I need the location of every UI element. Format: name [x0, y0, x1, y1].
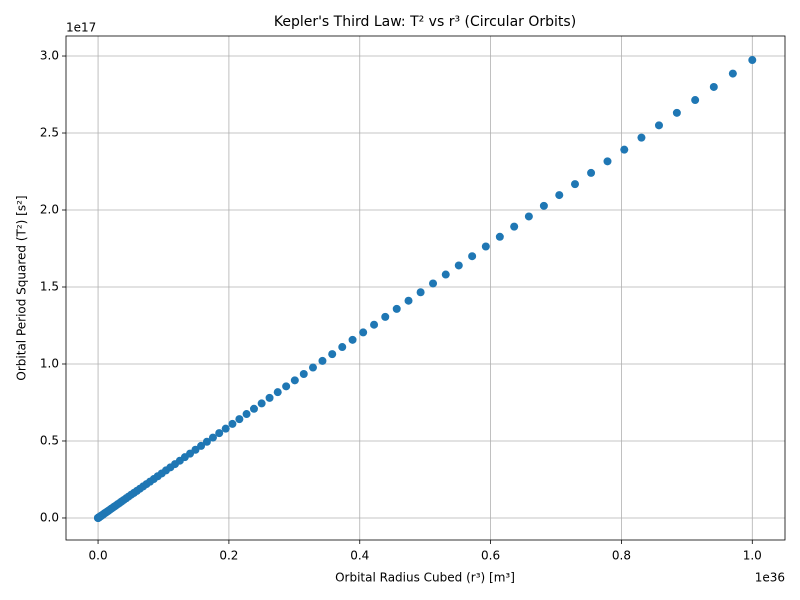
- point: [441, 270, 450, 279]
- y-offset-label: 1e17: [66, 21, 96, 35]
- point: [338, 343, 347, 352]
- point: [208, 433, 217, 442]
- point: [481, 242, 490, 251]
- point: [265, 393, 274, 402]
- y-tick-label: 3.0: [40, 49, 59, 63]
- y-tick-label: 0.5: [40, 433, 59, 447]
- point: [454, 261, 463, 270]
- point: [510, 222, 519, 231]
- x-tick-label: 0.4: [350, 549, 369, 563]
- point: [215, 429, 224, 438]
- point: [748, 56, 757, 65]
- y-axis-label: Orbital Period Squared (T²) [s²]: [15, 195, 29, 380]
- point: [539, 201, 548, 210]
- point: [603, 157, 612, 166]
- point: [404, 296, 413, 305]
- point: [429, 279, 438, 288]
- y-tick-label: 1.5: [40, 279, 59, 293]
- point: [691, 96, 700, 105]
- point: [468, 252, 477, 261]
- point: [257, 399, 266, 408]
- point: [587, 168, 596, 177]
- point: [495, 232, 504, 241]
- y-tick-label: 0.0: [40, 510, 59, 524]
- point: [381, 312, 390, 321]
- y-tick-label: 2.5: [40, 126, 59, 140]
- point: [197, 441, 206, 450]
- point: [318, 356, 327, 365]
- x-tick-label: 1.0: [743, 549, 762, 563]
- point: [620, 145, 629, 154]
- x-tick-label: 0.8: [612, 549, 631, 563]
- plot-frame: [65, 35, 786, 541]
- point: [348, 335, 357, 344]
- point: [637, 133, 646, 142]
- point: [299, 370, 308, 379]
- chart-title: Kepler's Third Law: T² vs r³ (Circular O…: [274, 14, 576, 30]
- point: [242, 410, 251, 419]
- point: [221, 424, 230, 433]
- point: [392, 304, 401, 313]
- point: [654, 121, 663, 130]
- point: [672, 108, 681, 117]
- y-tick-label: 2.0: [40, 203, 59, 217]
- point: [249, 404, 258, 413]
- x-tick-label: 0.6: [481, 549, 500, 563]
- point: [359, 328, 368, 337]
- point: [191, 445, 200, 454]
- point: [235, 415, 244, 424]
- y-tick-label: 1.0: [40, 356, 59, 370]
- point: [308, 363, 317, 372]
- point: [282, 382, 291, 391]
- point: [728, 69, 737, 78]
- point: [524, 212, 533, 221]
- point: [290, 376, 299, 385]
- x-offset-label: 1e36: [755, 571, 785, 585]
- point: [273, 388, 282, 397]
- x-tick-label: 0.2: [219, 549, 238, 563]
- point: [202, 437, 211, 446]
- point: [370, 320, 379, 329]
- point: [328, 350, 337, 359]
- point: [416, 288, 425, 297]
- point: [709, 82, 718, 91]
- point: [570, 180, 579, 189]
- point: [555, 191, 564, 200]
- x-axis-label: Orbital Radius Cubed (r³) [m³]: [335, 571, 515, 585]
- point: [228, 419, 237, 428]
- x-tick-label: 0.0: [89, 549, 108, 563]
